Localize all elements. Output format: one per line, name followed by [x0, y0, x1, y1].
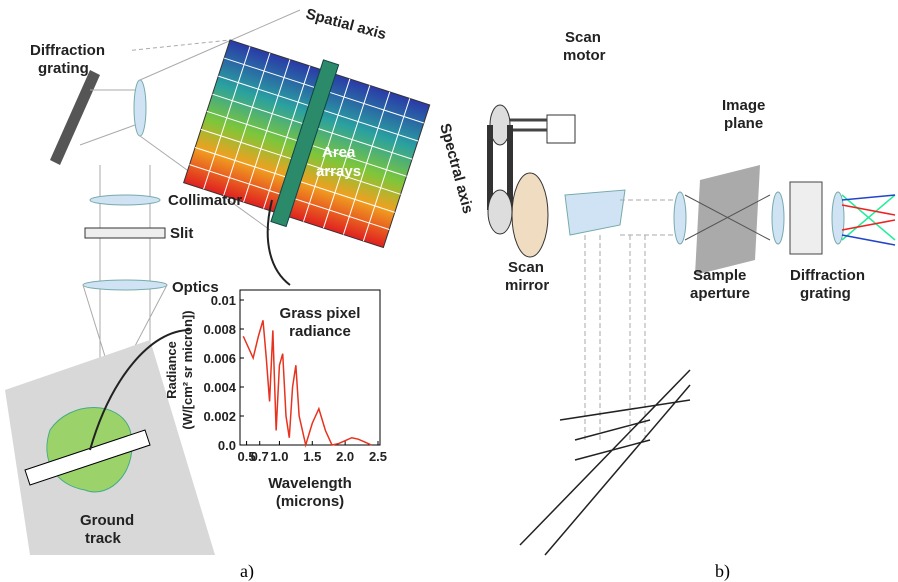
label: motor	[563, 47, 606, 64]
x-label: (microns)	[276, 493, 344, 510]
ray	[620, 200, 675, 235]
label: Image	[722, 97, 765, 114]
lens	[674, 192, 686, 244]
y-tick-label: 0.006	[203, 351, 236, 366]
y-tick-label: 0.008	[203, 322, 236, 337]
label: Spectral axis	[436, 122, 476, 216]
y-tick-label: 0.0	[218, 438, 236, 453]
label: aperture	[690, 285, 750, 302]
motor	[547, 115, 575, 143]
scanner-diagram	[488, 105, 895, 555]
y-tick-label: 0.002	[203, 409, 236, 424]
label: track	[85, 530, 122, 547]
label: Slit	[170, 225, 193, 242]
slit	[85, 228, 165, 238]
label: Ground	[80, 512, 134, 529]
x-tick-label: 2.0	[336, 449, 354, 464]
label: Scan	[565, 29, 601, 46]
disk	[512, 173, 548, 257]
pulley	[488, 190, 512, 234]
ray	[842, 195, 895, 240]
y-tick-label: 0.004	[203, 380, 236, 395]
optics-diagram	[5, 3, 433, 555]
label: Scan	[508, 259, 544, 276]
lens	[83, 280, 167, 290]
mirror	[565, 190, 625, 235]
label: Diffraction	[790, 267, 865, 284]
x-tick-label: 1.5	[303, 449, 321, 464]
inset-title: radiance	[289, 323, 351, 340]
label: grating	[800, 285, 851, 302]
label: Sample	[693, 267, 746, 284]
caption: a)	[240, 561, 254, 582]
y-tick-label: 0.01	[211, 293, 236, 308]
label: arrays	[316, 163, 361, 180]
ray	[585, 235, 645, 440]
lens	[772, 192, 784, 244]
x-tick-label: 0.7	[251, 449, 269, 464]
x-label: Wavelength	[268, 475, 352, 492]
label: Diffraction	[30, 42, 105, 59]
inset-title: Grass pixel	[280, 305, 361, 322]
label: plane	[724, 115, 763, 132]
lens	[134, 80, 146, 136]
y-label: Radiance	[164, 341, 179, 399]
grating	[50, 70, 100, 165]
label: Collimator	[168, 192, 242, 209]
y-label: (W/[cm² sr micron])	[180, 310, 195, 429]
ground-lines	[520, 370, 690, 555]
label: Area	[322, 144, 356, 161]
label: mirror	[505, 277, 549, 294]
x-tick-label: 2.5	[369, 449, 387, 464]
lens	[90, 195, 160, 205]
label: Spatial axis	[304, 5, 388, 43]
label: grating	[38, 60, 89, 77]
figure: Diffraction grating Spatial axis Spectra…	[0, 0, 898, 582]
ray	[80, 125, 135, 145]
grating	[790, 182, 822, 254]
image-plane	[695, 165, 760, 275]
caption: b)	[715, 561, 730, 582]
x-tick-label: 1.0	[270, 449, 288, 464]
